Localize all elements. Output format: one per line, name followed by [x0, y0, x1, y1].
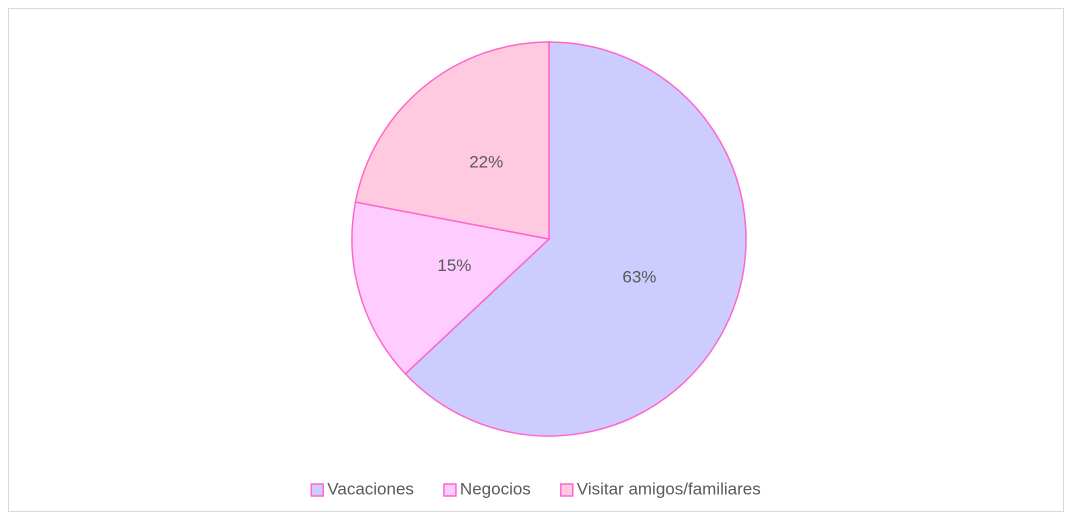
data-label: 63%: [622, 268, 656, 287]
legend-swatch: [560, 483, 574, 497]
legend-swatch: [443, 483, 457, 497]
pie-slice: [351, 201, 551, 375]
legend-label: Visitar amigos/familiares: [577, 479, 761, 498]
data-label: 22%: [469, 153, 503, 172]
legend-swatch: [310, 483, 325, 497]
data-label: 15%: [437, 256, 471, 275]
legend-label: Vacaciones: [327, 479, 414, 498]
pie-slice: [354, 41, 550, 240]
legend-label: Negocios: [460, 479, 531, 498]
pie-slice: [404, 41, 747, 437]
